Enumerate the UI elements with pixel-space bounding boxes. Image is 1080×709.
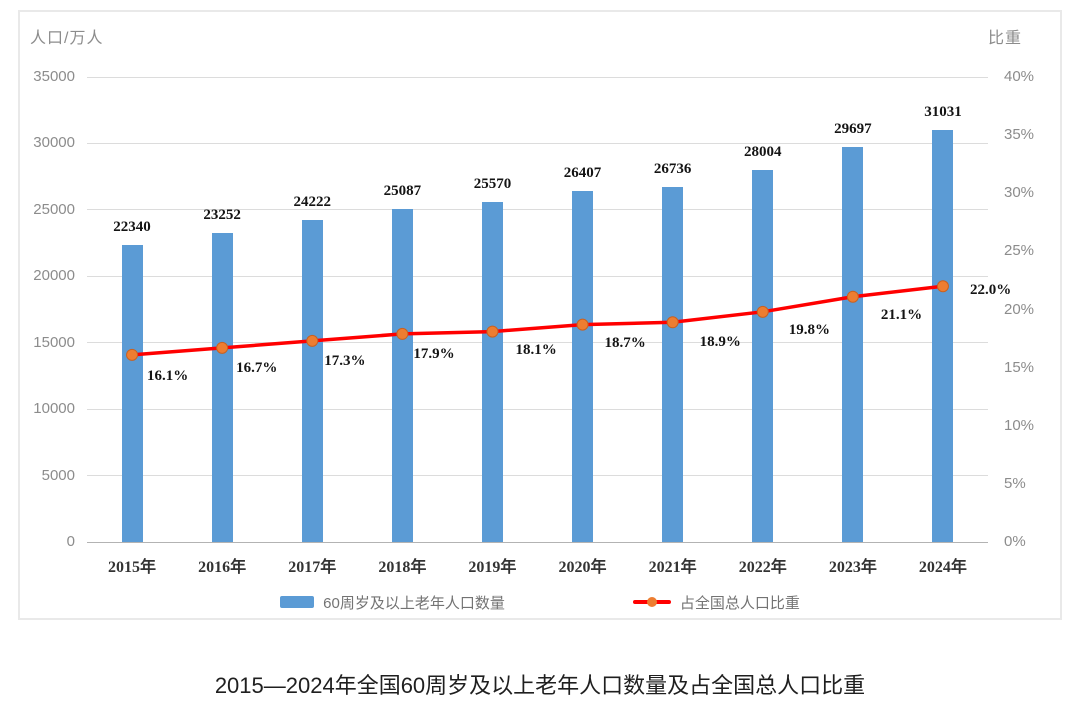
- legend-line-marker-dot: [646, 597, 657, 607]
- legend-label-line-series: 占全国总人口比重: [679, 594, 800, 612]
- x-axis-tick-label: 2017年: [288, 559, 337, 576]
- gridline: [87, 209, 988, 211]
- right-axis-tick-label: 10%: [1004, 416, 1035, 434]
- gridline: [87, 142, 988, 144]
- legend: 60周岁及以上老年人口数量 占全国总人口比重: [18, 591, 1062, 613]
- legend-item-bar-series: 60周岁及以上老年人口数量: [280, 592, 505, 613]
- left-axis-tick-label: 20000: [33, 267, 75, 285]
- x-axis-tick-label: 2015年: [108, 559, 157, 576]
- right-axis-tick-label: 25%: [1004, 242, 1035, 260]
- line-point-label: 18.1%: [515, 341, 557, 358]
- legend-item-line-series: 占全国总人口比重: [632, 592, 800, 613]
- bar-value-label: 23252: [203, 207, 241, 224]
- line-point-label: 16.1%: [147, 367, 189, 384]
- bar-value-label: 22340: [113, 219, 151, 236]
- bar-value-label: 28004: [744, 143, 782, 160]
- right-axis-tick-label: 15%: [1004, 358, 1035, 376]
- left-axis-tick-label: 15000: [33, 333, 75, 351]
- gridline: [87, 475, 988, 477]
- right-axis-tick-label: 40%: [1004, 68, 1035, 85]
- bar-2016年: [211, 233, 233, 542]
- x-axis-tick-label: 2019年: [468, 559, 517, 576]
- line-point-label: 16.7%: [236, 359, 278, 376]
- line-point-label: 18.7%: [604, 334, 646, 351]
- right-axis-tick-label: 20%: [1004, 300, 1035, 318]
- right-axis-tick-label: 5%: [1004, 474, 1026, 492]
- line-series-swatch-icon: [632, 596, 671, 608]
- bar-2017年: [301, 220, 323, 542]
- bar-2024年: [932, 129, 954, 542]
- bar-2019年: [481, 202, 503, 542]
- x-axis-tick-label: 2024年: [918, 559, 967, 576]
- left-axis-title: 人口/万人: [30, 30, 104, 47]
- line-point-label: 22.0%: [969, 282, 1012, 299]
- x-axis-tick-label: 2021年: [648, 559, 697, 576]
- x-axis-tick-label: 2022年: [738, 559, 787, 576]
- chart-title: 2015—2024年全国60周岁及以上老年人口数量及占全国总人口比重: [214, 673, 866, 698]
- bar-2022年: [752, 169, 774, 542]
- bar-series-swatch-icon: [280, 596, 315, 608]
- left-axis-tick-label: 5000: [41, 466, 75, 484]
- bar-value-label: 25570: [473, 176, 512, 193]
- bar-2021年: [662, 186, 684, 542]
- bar-value-label: 24222: [293, 194, 332, 211]
- bar-value-label: 25087: [383, 182, 422, 199]
- left-axis-tick-label: 30000: [33, 134, 75, 152]
- line-point-label: 17.9%: [413, 345, 455, 362]
- line-point-label: 17.3%: [324, 352, 366, 369]
- x-axis-tick-label: 2023年: [828, 559, 877, 576]
- gridline: [87, 76, 988, 78]
- gridline: [87, 541, 988, 543]
- right-axis-tick-label: 0%: [1004, 533, 1026, 550]
- line-point-label: 19.8%: [788, 321, 830, 338]
- legend-label-bar-series: 60周岁及以上老年人口数量: [323, 594, 505, 612]
- bar-2018年: [391, 208, 413, 542]
- x-axis-tick-label: 2016年: [198, 559, 247, 576]
- left-axis-tick-label: 25000: [33, 200, 75, 218]
- bar-2015年: [121, 245, 143, 542]
- x-axis-tick-label: 2018年: [378, 559, 427, 576]
- x-axis-tick-label: 2020年: [558, 559, 607, 576]
- bar-value-label: 26736: [653, 160, 692, 177]
- line-point-label: 21.1%: [880, 306, 923, 323]
- bar-2020年: [572, 191, 594, 542]
- gridline: [87, 408, 988, 410]
- bar-value-label: 26407: [563, 165, 602, 182]
- left-axis-tick-label: 0: [66, 533, 75, 550]
- left-axis-tick-label: 35000: [33, 68, 75, 85]
- right-axis-tick-label: 35%: [1004, 126, 1035, 144]
- bar-value-label: 29697: [834, 121, 872, 138]
- gridline: [87, 275, 988, 277]
- bar-2023年: [842, 147, 864, 542]
- bar-value-label: 31031: [924, 103, 962, 120]
- right-axis-tick-label: 30%: [1004, 184, 1035, 202]
- right-axis-title: 比重: [988, 30, 1023, 47]
- left-axis-tick-label: 10000: [33, 400, 75, 418]
- line-point-label: 18.9%: [699, 334, 741, 351]
